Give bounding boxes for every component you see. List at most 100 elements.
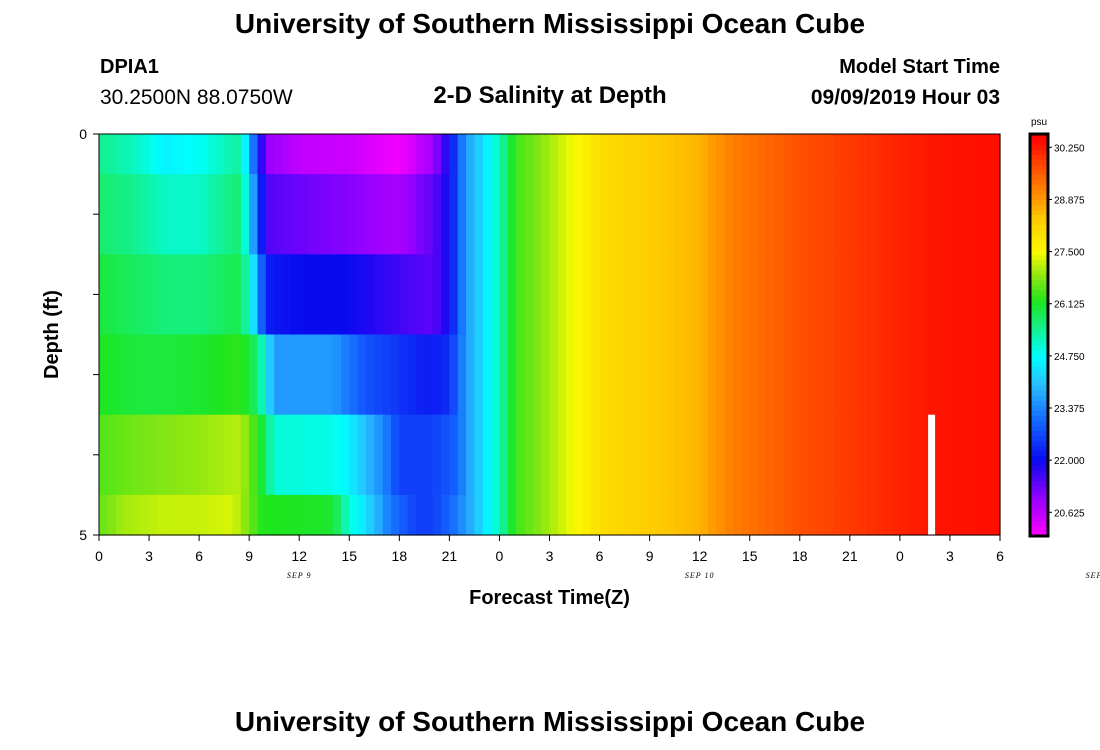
heatmap-cell [441,254,450,336]
heatmap-cell [924,174,934,255]
heatmap-cell [474,414,484,496]
heatmap-cell [157,254,167,336]
heatmap-cell [616,494,626,536]
heatmap-cell [833,334,843,416]
heatmap-cell [682,414,692,496]
heatmap-cell [841,174,851,255]
heatmap-cell [365,254,375,336]
heatmap-cell [215,494,225,536]
heatmap-cell [140,254,150,336]
heatmap-cell [649,134,659,175]
heatmap-cell [274,494,284,536]
heatmap-cell [866,174,876,255]
heatmap-cell [724,134,734,175]
colorbar-segment [1030,435,1048,442]
heatmap-cell [908,334,918,416]
colorbar-segment [1030,179,1048,185]
colorbar-segment [1030,174,1048,180]
heatmap-cell [799,494,809,536]
heatmap-cell [182,134,192,175]
chart-subtitle: 2-D Salinity at Depth [433,82,667,109]
heatmap-cell [758,494,767,536]
heatmap-cell [783,174,793,255]
colorbar-segment [1030,269,1048,276]
heatmap-cell [599,134,609,175]
heatmap-cell [949,494,959,536]
heatmap-cell [858,174,868,255]
heatmap-cell [741,134,751,175]
heatmap-cell [908,134,918,175]
heatmap-cell [874,494,884,536]
heatmap-cell [541,414,551,496]
heatmap-cell [99,334,108,416]
heatmap-cell [966,494,976,536]
heatmap-cell [432,134,442,175]
heatmap-cell [849,254,859,336]
colorbar-segment [1030,420,1048,427]
heatmap-cell [816,334,826,416]
x-tick-label: 6 [596,548,604,564]
colorbar-segment [1030,224,1048,231]
heatmap-cell [199,414,209,496]
heatmap-cell [799,414,809,496]
heatmap-cell [641,494,651,536]
heatmap-cell [532,174,542,255]
colorbar-frame [1028,132,1050,538]
heatmap-cell [574,134,584,175]
heatmap-cell [891,334,901,416]
colorbar-segment [1030,214,1048,221]
heatmap-cell [457,174,467,255]
heatmap-cell [349,134,359,175]
heatmap-cell [190,414,200,496]
heatmap-cell [891,134,901,175]
heatmap-cell [541,134,551,175]
heatmap-cell [157,414,167,496]
heatmap-cell [349,494,359,536]
heatmap-cell [182,494,192,536]
x-tick-label: 3 [546,548,554,564]
heatmap-cell [207,414,217,496]
heatmap-cell [224,254,234,336]
heatmap-cell [766,174,776,255]
heatmap-cell [182,414,192,496]
heatmap-cell [916,174,926,255]
colorbar-segment [1030,390,1048,396]
heatmap-cell [983,134,993,175]
heatmap-cell [399,414,409,496]
heatmap-cell [591,494,601,536]
heatmap-cell [991,334,1001,416]
heatmap-cell [916,494,926,536]
heatmap-cell [491,414,501,496]
heatmap-cell [899,494,909,536]
heatmap-cell [532,414,542,496]
heatmap-cell [374,414,384,496]
heatmap-cell [190,494,200,536]
heatmap-cell [833,254,843,336]
heatmap-cell [941,134,951,175]
heatmap-cell [883,414,893,496]
heatmap-cell [849,334,859,416]
heatmap-cell [207,494,217,536]
heatmap-cell [791,414,801,496]
heatmap-cell [357,134,367,175]
heatmap-cell [240,414,250,496]
heatmap-cell [474,254,484,336]
heatmap-cell [174,254,184,336]
heatmap-cell [899,334,909,416]
heatmap-cell [899,174,909,255]
heatmap-cell [699,134,709,175]
y-axis-title: Depth (ft) [41,290,63,379]
y-tick-label: 5 [79,527,87,543]
heatmap-cell [390,414,400,496]
heatmap-cell [399,254,409,336]
heatmap-cell [349,254,359,336]
heatmap-cell [691,134,701,175]
x-tick-label: 6 [195,548,203,564]
heatmap-cell [699,414,709,496]
heatmap-cell [616,174,626,255]
heatmap-cell [733,414,742,496]
heatmap-cell [924,134,934,175]
heatmap-cell [607,414,617,496]
heatmap-cell [424,494,434,536]
heatmap-cell [858,494,868,536]
